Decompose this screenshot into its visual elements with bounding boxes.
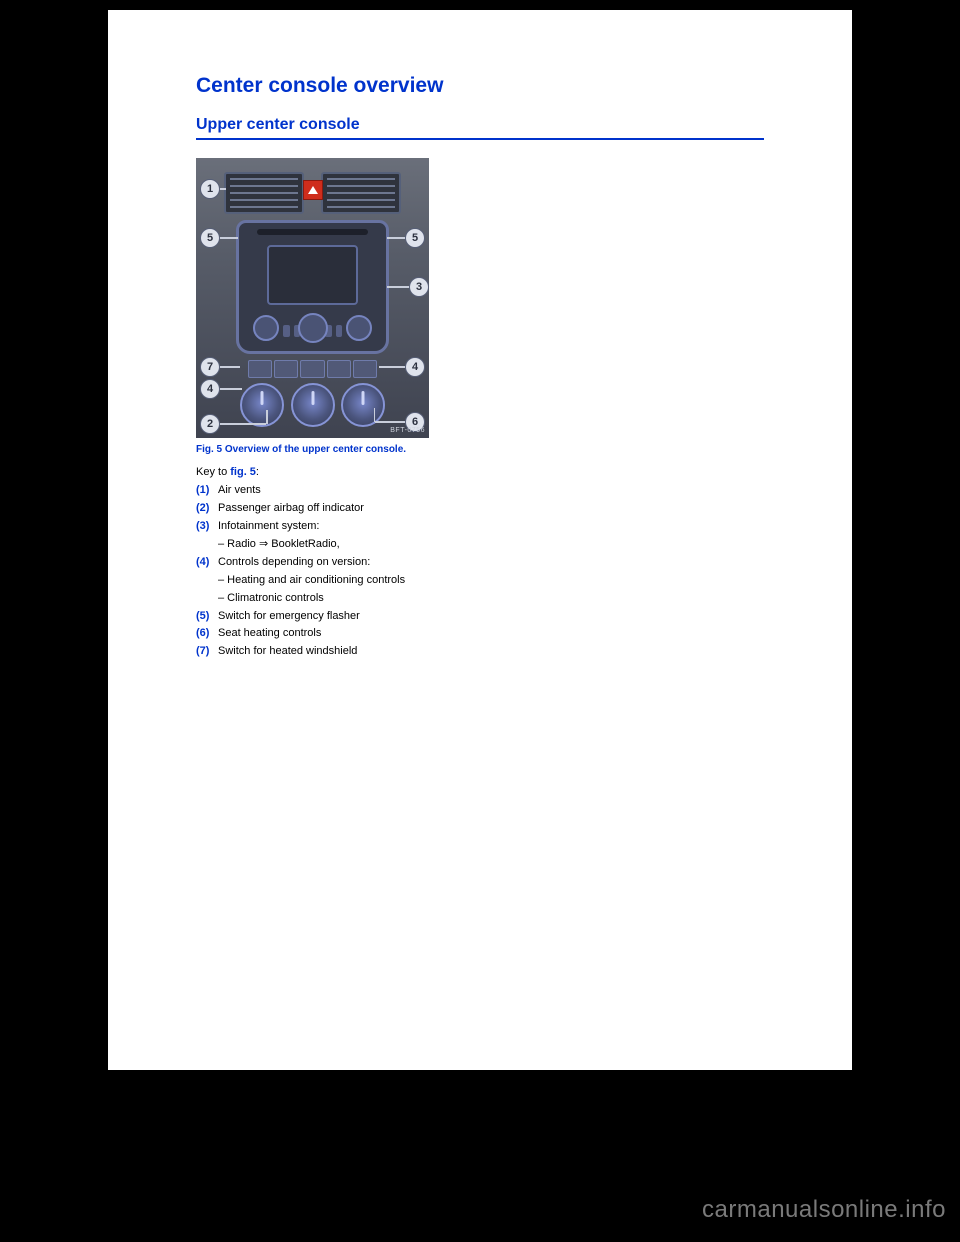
- page-content: Center console overview Upper center con…: [108, 10, 852, 660]
- key-item-text: Controls depending on version:: [218, 556, 370, 568]
- key-list: (1)Air vents(2)Passenger airbag off indi…: [196, 483, 764, 660]
- key-item-number: (2): [196, 501, 218, 517]
- climate-button-row-graphic: [248, 360, 377, 378]
- watermark: carmanualsonline.info: [702, 1196, 946, 1224]
- climate-dials-graphic: [240, 384, 385, 426]
- key-item: – Heating and air conditioning controls: [196, 573, 764, 589]
- key-item-text: Seat heating controls: [218, 627, 321, 639]
- key-item-number: (7): [196, 644, 218, 660]
- air-vent-left-graphic: [224, 172, 304, 214]
- key-item-number: (4): [196, 555, 218, 571]
- dial-left-graphic: [240, 383, 284, 427]
- figure-block: 1 5 5 3 7 4 4 2 6 BFT-0756 Fig. 5 Overvi…: [196, 158, 429, 455]
- center-console-figure: 1 5 5 3 7 4 4 2 6 BFT-0756: [196, 158, 429, 438]
- callout-1: 1: [200, 179, 220, 199]
- key-item-text: Infotainment system:: [218, 520, 320, 532]
- key-item-text: Switch for heated windshield: [218, 645, 357, 657]
- key-item-text: – Heating and air conditioning controls: [218, 574, 405, 586]
- key-item-number: (5): [196, 609, 218, 625]
- key-item-number: (6): [196, 626, 218, 642]
- key-item: (1)Air vents: [196, 483, 764, 499]
- key-item: (3)Infotainment system:: [196, 519, 764, 535]
- cd-slot-graphic: [257, 229, 368, 235]
- key-item-number: (1): [196, 483, 218, 499]
- infotainment-panel-graphic: [236, 220, 389, 354]
- fig-ref: fig. 5: [230, 466, 256, 478]
- figure-badge: BFT-0756: [390, 427, 425, 434]
- knob-center-graphic: [298, 313, 328, 343]
- callout-4-left: 4: [200, 379, 220, 399]
- key-intro: Key to fig. 5:: [196, 465, 764, 481]
- callout-7: 7: [200, 357, 220, 377]
- air-vent-right-graphic: [321, 172, 401, 214]
- callout-2: 2: [200, 414, 220, 434]
- key-item: – Climatronic controls: [196, 591, 764, 607]
- knob-left-graphic: [253, 315, 279, 341]
- figure-caption: Fig. 5 Overview of the upper center cons…: [196, 444, 429, 455]
- key-intro-prefix: Key to: [196, 466, 230, 478]
- key-item: – Radio ⇒ BookletRadio,: [196, 537, 764, 553]
- key-item: (2)Passenger airbag off indicator: [196, 501, 764, 517]
- key-item: (4)Controls depending on version:: [196, 555, 764, 571]
- key-item: (6)Seat heating controls: [196, 626, 764, 642]
- section-rule: [196, 138, 764, 140]
- screen-graphic: [267, 245, 358, 305]
- key-item-text: Switch for emergency flasher: [218, 610, 360, 622]
- key-item-text: Air vents: [218, 484, 261, 496]
- knob-right-graphic: [346, 315, 372, 341]
- key-item-text: – Climatronic controls: [218, 592, 324, 604]
- callout-3: 3: [409, 277, 429, 297]
- hazard-button-graphic: [303, 180, 323, 200]
- callout-4-right: 4: [405, 357, 425, 377]
- section-heading: Upper center console: [196, 116, 764, 134]
- key-item: (5)Switch for emergency flasher: [196, 609, 764, 625]
- key-item-text: – Radio ⇒ BookletRadio,: [218, 538, 340, 550]
- callout-5-left: 5: [200, 228, 220, 248]
- key-item-text: Passenger airbag off indicator: [218, 502, 364, 514]
- manual-page: Center console overview Upper center con…: [108, 10, 852, 1070]
- key-intro-suffix: :: [256, 466, 259, 478]
- key-item-number: (3): [196, 519, 218, 535]
- callout-5-right: 5: [405, 228, 425, 248]
- dial-center-graphic: [291, 383, 335, 427]
- key-item: (7)Switch for heated windshield: [196, 644, 764, 660]
- page-title: Center console overview: [196, 74, 764, 98]
